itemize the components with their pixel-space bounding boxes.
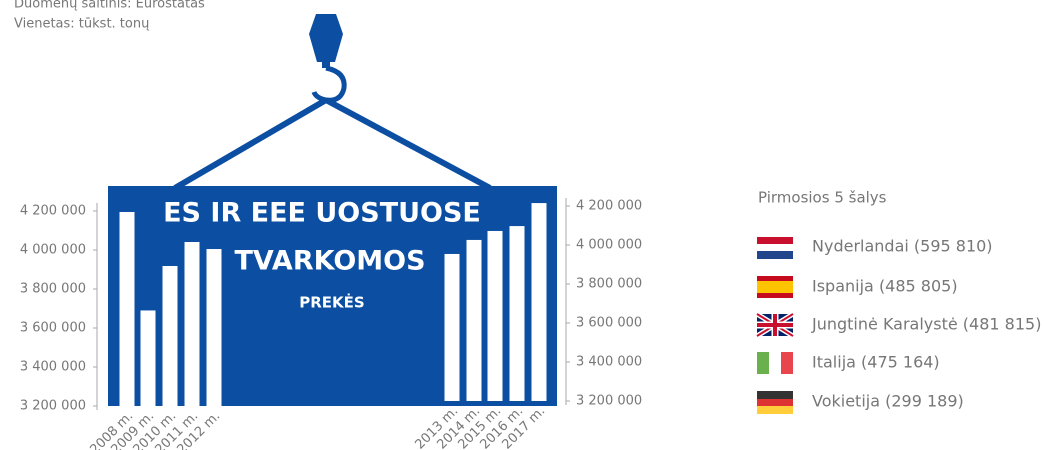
y2-tick-label: 4 000 000: [576, 238, 642, 253]
title-line: TVARKOMOS: [234, 246, 425, 277]
bar: [467, 240, 482, 401]
bar: [510, 226, 525, 401]
y-tick-label: 4 200 000: [20, 204, 86, 219]
y2-tick-label: 3 200 000: [576, 394, 642, 409]
source-note: Duomenų šaltinis: Eurostatas: [14, 0, 205, 12]
bar: [141, 310, 156, 406]
subtitle: PREKĖS: [299, 293, 364, 312]
legend-item: Jungtinė Karalystė (481 815): [811, 315, 1041, 334]
flag-nl: [757, 237, 793, 259]
y2-tick-label: 3 800 000: [576, 277, 642, 292]
legend-item: Ispanija (485 805): [812, 277, 958, 296]
bar: [488, 231, 503, 401]
bar: [185, 242, 200, 406]
bar: [207, 249, 222, 406]
infographic: Duomenų šaltinis: Eurostatas Vienetas: t…: [0, 0, 1045, 450]
title-line: ES IR EEE UOSTUOSE: [163, 198, 481, 229]
legend-item: Nyderlandai (595 810): [812, 237, 993, 256]
unit-note: Vienetas: tūkst. tonų: [14, 17, 149, 32]
y-tick-label: 4 000 000: [20, 243, 86, 258]
y-tick-label: 3 800 000: [20, 282, 86, 297]
bar: [120, 212, 135, 406]
flag-es: [757, 276, 793, 298]
y2-tick-label: 3 600 000: [576, 316, 642, 331]
y-tick-label: 3 600 000: [20, 321, 86, 336]
y-tick-label: 3 400 000: [20, 360, 86, 375]
crane-hook: [175, 14, 490, 188]
bar: [163, 266, 178, 406]
legend-item: Italija (475 164): [812, 353, 940, 372]
y2-tick-label: 3 400 000: [576, 355, 642, 370]
legend-title: Pirmosios 5 šalys: [758, 189, 887, 207]
flag-it: [757, 352, 793, 374]
bar: [445, 254, 460, 401]
bar: [532, 203, 547, 401]
flag-uk: [757, 314, 793, 336]
flag-de: [757, 391, 793, 414]
y2-tick-label: 4 200 000: [576, 199, 642, 214]
y-tick-label: 3 200 000: [20, 399, 86, 414]
legend-item: Vokietija (299 189): [812, 392, 964, 411]
